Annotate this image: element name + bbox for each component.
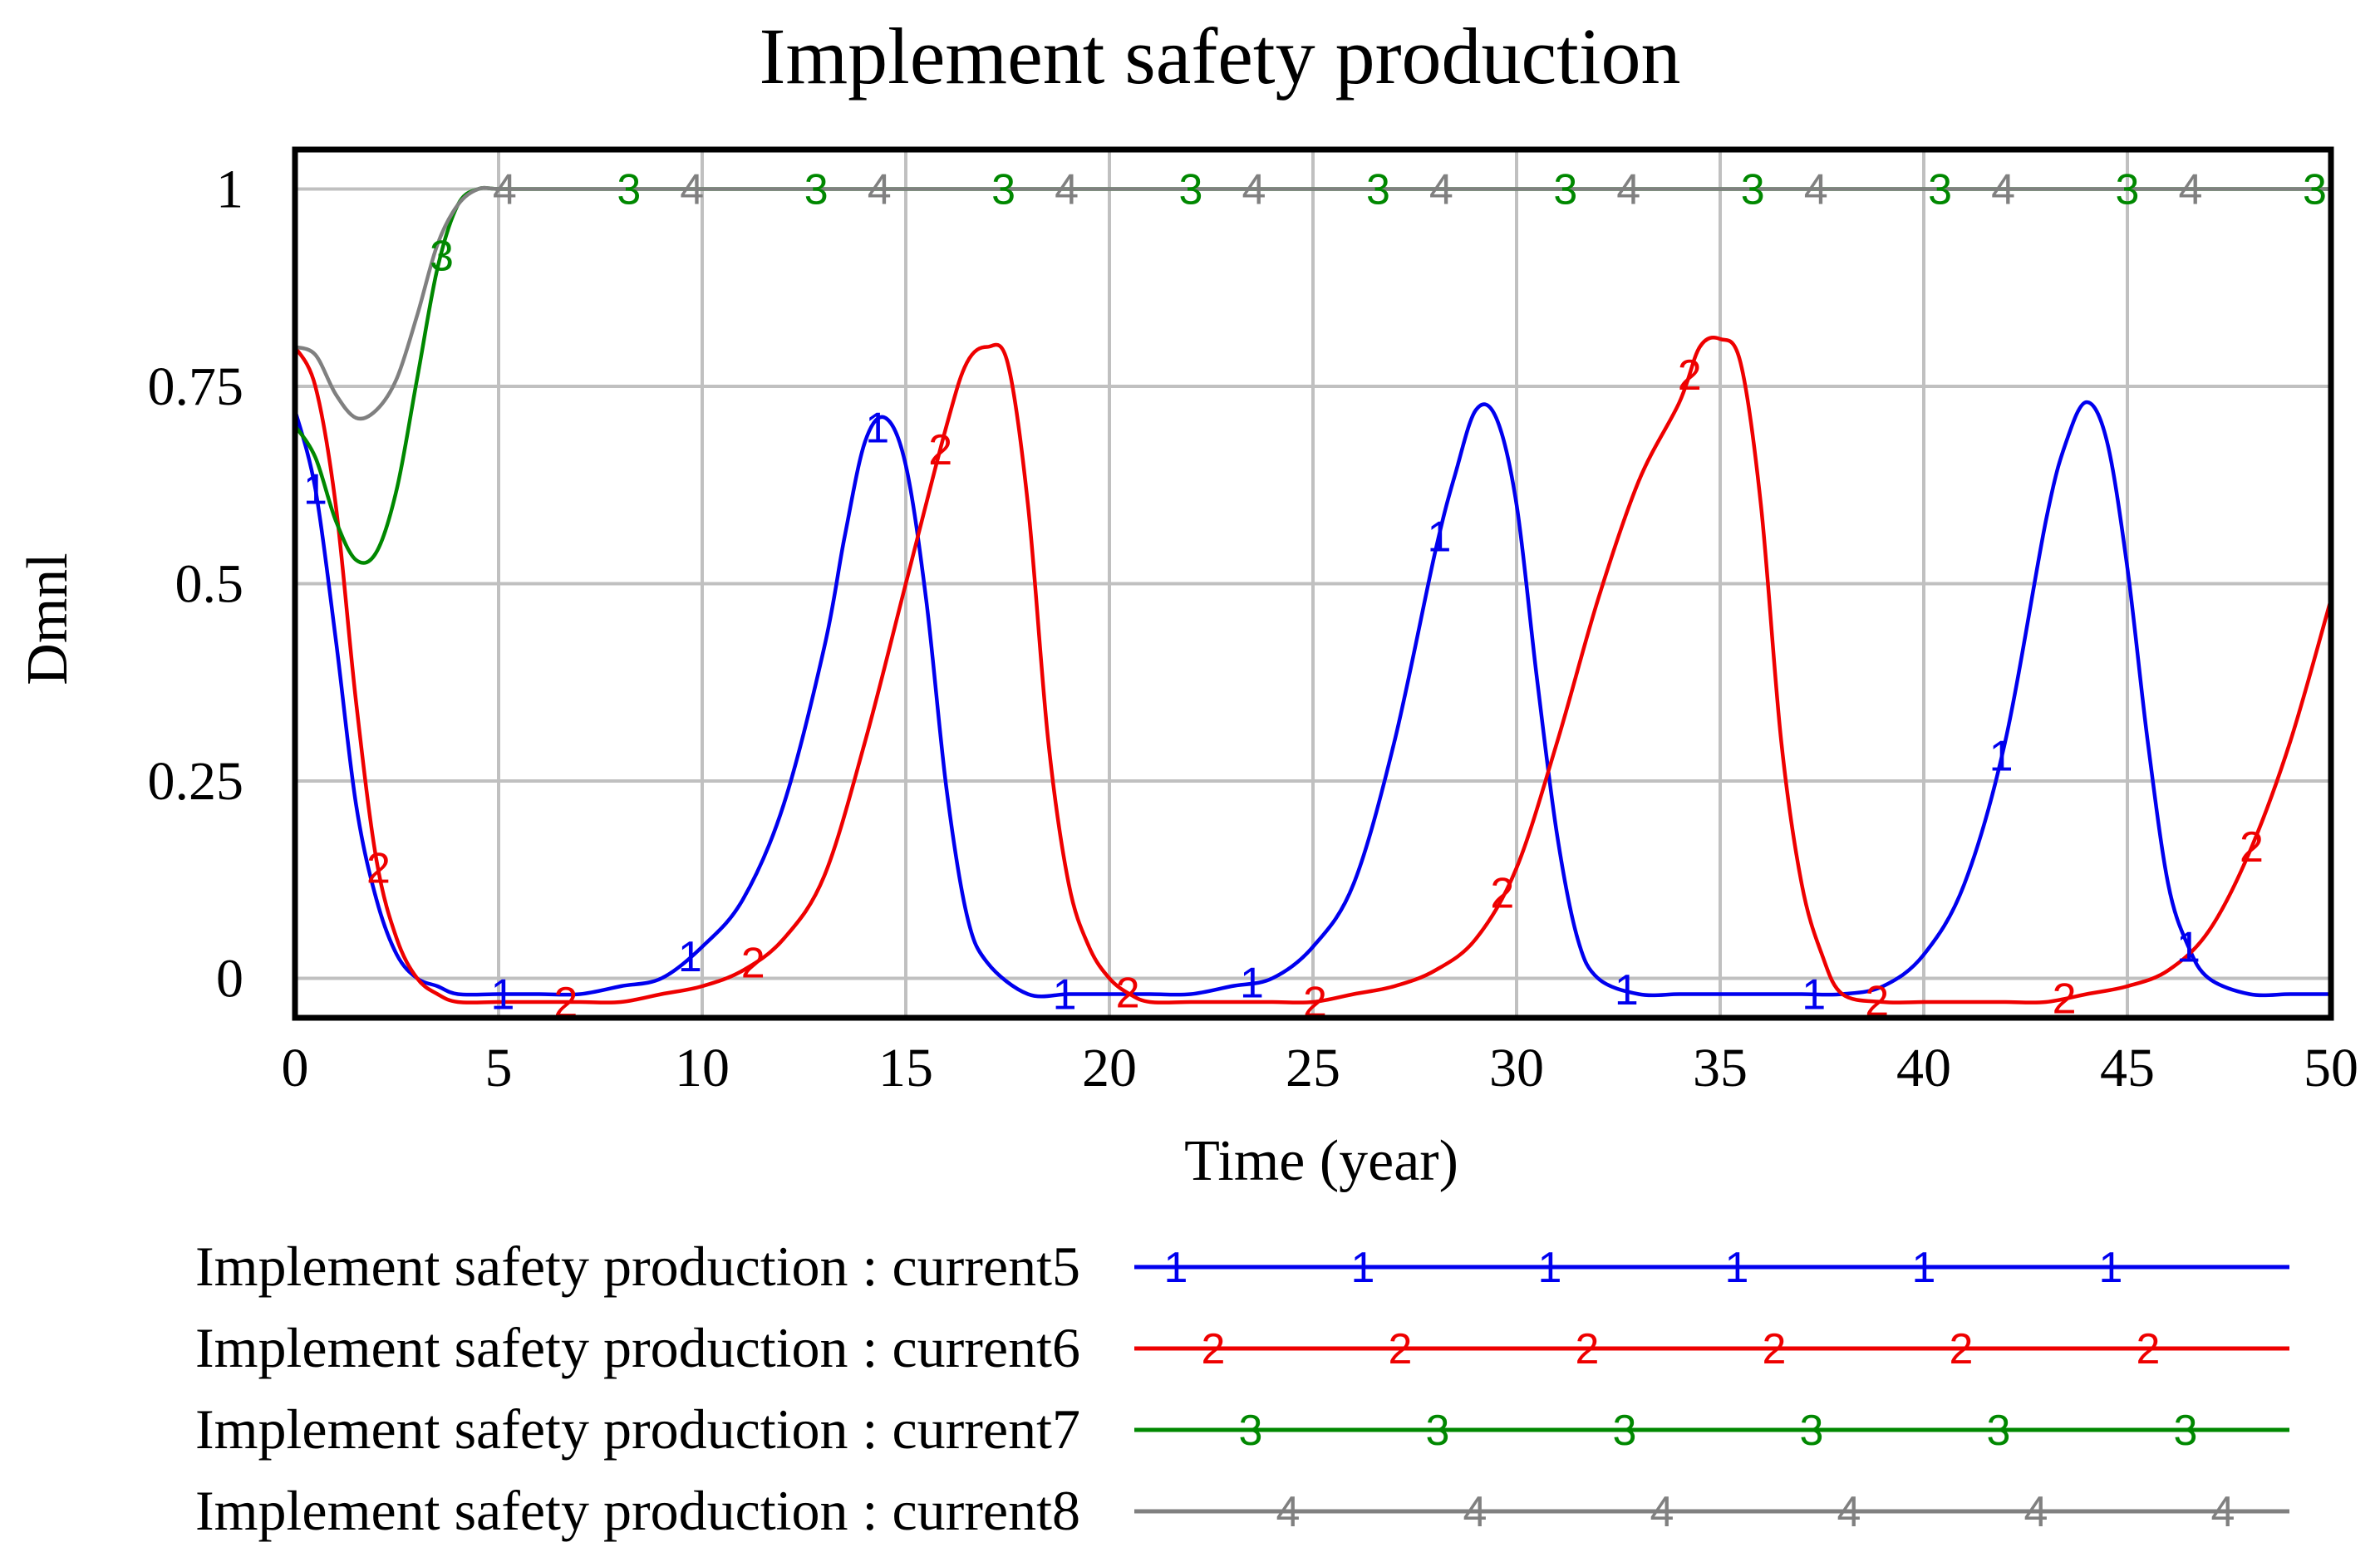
x-tick-label: 40 bbox=[1896, 1038, 1951, 1098]
x-tick-label: 30 bbox=[1489, 1038, 1544, 1098]
legend-marker-4: 4 bbox=[1837, 1488, 1861, 1536]
x-tick-label: 15 bbox=[878, 1038, 933, 1098]
series-marker-2: 2 bbox=[1490, 869, 1514, 917]
series-marker-4: 4 bbox=[1804, 166, 1828, 214]
x-tick-label: 50 bbox=[2304, 1038, 2358, 1098]
legend-marker-4: 4 bbox=[2211, 1488, 2235, 1536]
series-line-2 bbox=[293, 336, 2333, 1004]
series-marker-2: 2 bbox=[928, 426, 952, 474]
y-tick-label: 0.5 bbox=[175, 554, 244, 615]
series-marker-3: 3 bbox=[1179, 166, 1203, 214]
x-tick-label: 0 bbox=[282, 1038, 309, 1098]
series-marker-2: 2 bbox=[366, 845, 391, 893]
series-marker-4: 4 bbox=[1616, 166, 1640, 214]
y-tick-label: 0.25 bbox=[148, 751, 244, 812]
series-marker-3: 3 bbox=[2116, 166, 2140, 214]
series-marker-3: 3 bbox=[617, 166, 641, 214]
legend-marker-2: 2 bbox=[2137, 1325, 2161, 1373]
series-marker-1: 1 bbox=[1989, 733, 2014, 781]
legend: Implement safety production : current5 1 1… bbox=[195, 1235, 2289, 1542]
legend-marker-1: 1 bbox=[2099, 1244, 2123, 1292]
plot-frame bbox=[292, 146, 2334, 1021]
series-marker-4: 4 bbox=[680, 166, 704, 214]
series-marker-1: 1 bbox=[303, 466, 327, 514]
legend-label: Implement safety production : current7 bbox=[195, 1397, 1080, 1461]
series-marker-1: 1 bbox=[1427, 513, 1451, 562]
series-marker-3: 3 bbox=[1928, 166, 1952, 214]
legend-marker-2: 2 bbox=[1763, 1325, 1787, 1373]
y-axis-label: Dmnl bbox=[16, 553, 80, 685]
y-tick-label: 1 bbox=[216, 160, 243, 220]
legend-marker-2: 2 bbox=[1950, 1325, 1974, 1373]
chart-title: Implement safety production bbox=[759, 12, 1680, 101]
series-marker-3: 3 bbox=[1741, 166, 1765, 214]
x-tick-label: 20 bbox=[1082, 1038, 1137, 1098]
legend-label: Implement safety production : current5 bbox=[195, 1235, 1080, 1298]
series-lines bbox=[293, 185, 2333, 1004]
legend-marker-1: 1 bbox=[1725, 1244, 1749, 1292]
x-tick-label: 45 bbox=[2100, 1038, 2155, 1098]
legend-marker-1: 1 bbox=[1538, 1244, 1562, 1292]
x-tick-label: 25 bbox=[1286, 1038, 1340, 1098]
series-marker-1: 1 bbox=[1802, 971, 1826, 1019]
legend-marker-1: 1 bbox=[1912, 1244, 1936, 1292]
x-axis-ticks: 0 5 10 15 20 25 30 35 40 45 50 bbox=[282, 1038, 2359, 1098]
legend-marker-2: 2 bbox=[1389, 1325, 1413, 1373]
legend-label: Implement safety production : current6 bbox=[195, 1316, 1080, 1379]
series-marker-3: 3 bbox=[2303, 166, 2327, 214]
series-marker-1: 1 bbox=[1240, 959, 1264, 1007]
series-marker-3: 3 bbox=[430, 232, 454, 280]
series-marker-3: 3 bbox=[804, 166, 829, 214]
series-marker-4: 4 bbox=[1991, 166, 2015, 214]
legend-marker-4: 4 bbox=[1463, 1488, 1488, 1536]
legend-label: Implement safety production : current8 bbox=[195, 1479, 1080, 1542]
legend-marker-1: 1 bbox=[1164, 1244, 1188, 1292]
series-line-1 bbox=[293, 400, 2331, 999]
legend-marker-3: 3 bbox=[2174, 1407, 2198, 1455]
y-tick-label: 0 bbox=[216, 949, 243, 1009]
series-marker-2: 2 bbox=[1116, 970, 1140, 1018]
legend-marker-4: 4 bbox=[2024, 1488, 2048, 1536]
series-marker-4: 4 bbox=[2178, 166, 2202, 214]
x-axis-label: Time (year) bbox=[1184, 1129, 1458, 1193]
legend-marker-2: 2 bbox=[1576, 1325, 1600, 1373]
legend-marker-3: 3 bbox=[1426, 1407, 1450, 1455]
series-marker-1: 1 bbox=[2176, 924, 2201, 972]
x-tick-label: 35 bbox=[1693, 1038, 1748, 1098]
series-marker-4: 4 bbox=[1055, 166, 1079, 214]
series-marker-4: 4 bbox=[493, 166, 517, 214]
legend-marker-4: 4 bbox=[1276, 1488, 1301, 1536]
series-marker-1: 1 bbox=[865, 404, 889, 452]
series-marker-1: 1 bbox=[1615, 966, 1639, 1014]
legend-marker-2: 2 bbox=[1202, 1325, 1226, 1373]
legend-marker-3: 3 bbox=[1613, 1407, 1637, 1455]
series-marker-4: 4 bbox=[1429, 166, 1453, 214]
series-marker-2: 2 bbox=[1678, 351, 1702, 400]
series-marker-1: 1 bbox=[490, 971, 514, 1019]
legend-marker-3: 3 bbox=[1239, 1407, 1263, 1455]
x-tick-label: 5 bbox=[485, 1038, 513, 1098]
legend-marker-3: 3 bbox=[1987, 1407, 2011, 1455]
series-marker-4: 4 bbox=[1242, 166, 1266, 214]
series-marker-1: 1 bbox=[678, 933, 702, 981]
series-marker-3: 3 bbox=[991, 166, 1015, 214]
series-marker-2: 2 bbox=[2240, 823, 2264, 872]
legend-marker-3: 3 bbox=[1800, 1407, 1824, 1455]
y-axis-ticks: 0 0.25 0.5 0.75 1 bbox=[148, 160, 244, 1009]
series-marker-3: 3 bbox=[1366, 166, 1390, 214]
series-marker-2: 2 bbox=[741, 940, 765, 988]
series-marker-4: 4 bbox=[868, 166, 892, 214]
series-marker-3: 3 bbox=[1553, 166, 1577, 214]
legend-marker-1: 1 bbox=[1351, 1244, 1375, 1292]
x-tick-label: 10 bbox=[675, 1038, 730, 1098]
y-tick-label: 0.75 bbox=[148, 356, 244, 417]
legend-marker-4: 4 bbox=[1650, 1488, 1674, 1536]
series-line-4 bbox=[294, 185, 2331, 421]
series-marker-1: 1 bbox=[1053, 971, 1077, 1019]
